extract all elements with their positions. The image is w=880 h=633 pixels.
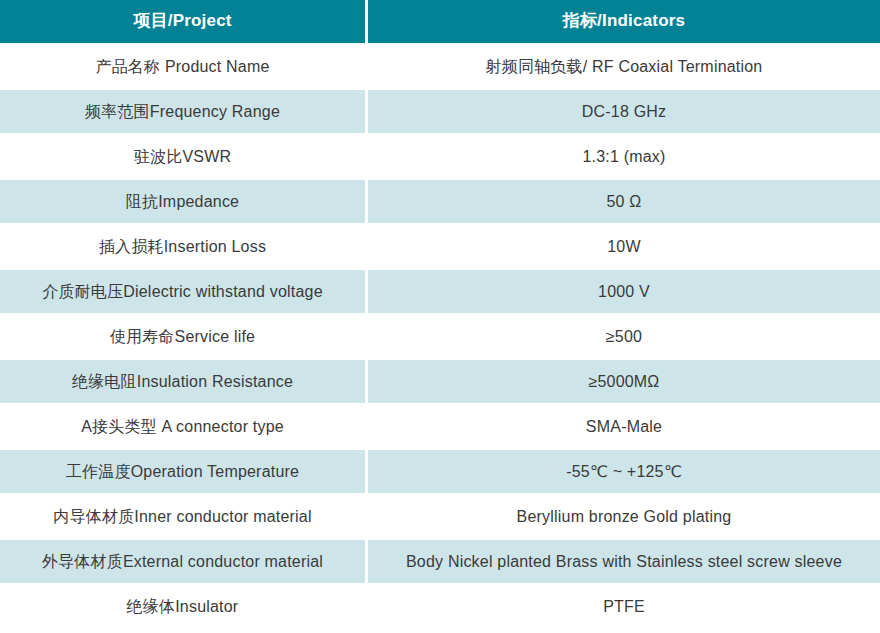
table-row: A接头类型 A connector type SMA-Male xyxy=(0,405,880,450)
table-row: 使用寿命Service life ≥500 xyxy=(0,315,880,360)
table-row: 驻波比VSWR 1.3:1 (max) xyxy=(0,135,880,180)
table-row: 绝缘电阻Insulation Resistance ≥5000MΩ xyxy=(0,360,880,405)
indicator-cell: 10W xyxy=(368,225,880,270)
table-body: 产品名称 Product Name 射频同轴负载/ RF Coaxial Ter… xyxy=(0,45,880,630)
indicator-cell: ≥5000MΩ xyxy=(368,360,880,405)
project-cell: 频率范围Frequency Range xyxy=(0,90,365,135)
project-cell: A接头类型 A connector type xyxy=(0,405,365,450)
header-project-cell: 项目/Project xyxy=(0,0,365,45)
project-cell: 介质耐电压Dielectric withstand voltage xyxy=(0,270,365,315)
indicator-cell: 50 Ω xyxy=(368,180,880,225)
project-cell: 绝缘体Insulator xyxy=(0,585,365,630)
table-row: 内导体材质Inner conductor material Beryllium … xyxy=(0,495,880,540)
project-cell: 阻抗Impedance xyxy=(0,180,365,225)
table-row: 阻抗Impedance 50 Ω xyxy=(0,180,880,225)
table-row: 产品名称 Product Name 射频同轴负载/ RF Coaxial Ter… xyxy=(0,45,880,90)
project-cell: 产品名称 Product Name xyxy=(0,45,365,90)
indicator-cell: 1.3:1 (max) xyxy=(368,135,880,180)
indicator-cell: DC-18 GHz xyxy=(368,90,880,135)
indicator-cell: SMA-Male xyxy=(368,405,880,450)
project-cell: 驻波比VSWR xyxy=(0,135,365,180)
project-cell: 插入损耗Insertion Loss xyxy=(0,225,365,270)
project-cell: 工作温度Operation Temperature xyxy=(0,450,365,495)
table-row: 绝缘体Insulator PTFE xyxy=(0,585,880,630)
table-row: 插入损耗Insertion Loss 10W xyxy=(0,225,880,270)
spec-table: 项目/Project 指标/Indicators 产品名称 Product Na… xyxy=(0,0,880,633)
project-cell: 内导体材质Inner conductor material xyxy=(0,495,365,540)
table-row: 介质耐电压Dielectric withstand voltage 1000 V xyxy=(0,270,880,315)
indicator-cell: Body Nickel planted Brass with Stainless… xyxy=(368,540,880,585)
indicator-cell: -55℃ ~ +125℃ xyxy=(368,450,880,495)
project-cell: 外导体材质External conductor material xyxy=(0,540,365,585)
indicator-cell: Beryllium bronze Gold plating xyxy=(368,495,880,540)
table-row: 工作温度Operation Temperature -55℃ ~ +125℃ xyxy=(0,450,880,495)
header-indicators-cell: 指标/Indicators xyxy=(368,0,880,45)
table-row: 外导体材质External conductor material Body Ni… xyxy=(0,540,880,585)
indicator-cell: 1000 V xyxy=(368,270,880,315)
indicator-cell: 射频同轴负载/ RF Coaxial Termination xyxy=(368,45,880,90)
project-cell: 使用寿命Service life xyxy=(0,315,365,360)
indicator-cell: ≥500 xyxy=(368,315,880,360)
table-header-row: 项目/Project 指标/Indicators xyxy=(0,0,880,45)
indicator-cell: PTFE xyxy=(368,585,880,630)
project-cell: 绝缘电阻Insulation Resistance xyxy=(0,360,365,405)
table-row: 频率范围Frequency Range DC-18 GHz xyxy=(0,90,880,135)
